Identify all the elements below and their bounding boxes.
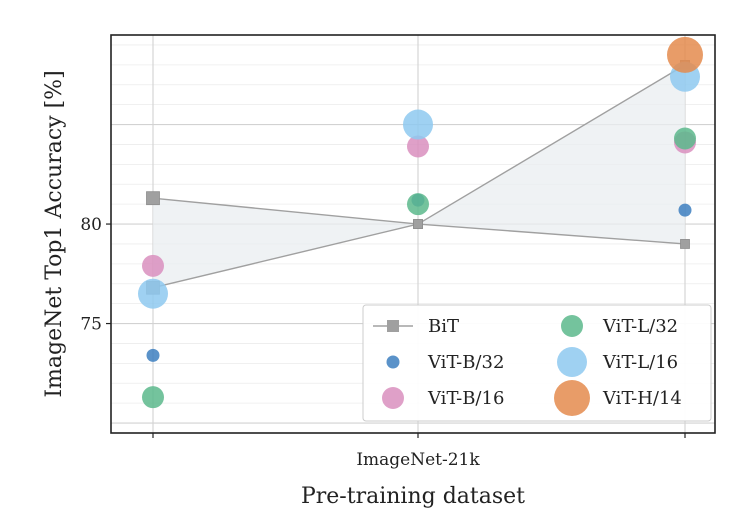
legend-label: ViT-B/16 (427, 388, 504, 409)
legend-label: ViT-B/32 (427, 352, 504, 373)
point-vit-h-14 (667, 36, 703, 73)
legend-label: BiT (428, 316, 459, 337)
x-axis-label: Pre-training dataset (301, 484, 525, 509)
point-vit-b-32 (678, 203, 692, 217)
legend-marker (557, 347, 587, 377)
point-bit (413, 219, 423, 229)
bit-shaded-band (153, 64, 685, 288)
point-vit-b-16 (407, 135, 429, 158)
legend-marker (386, 355, 400, 369)
legend-label: ViT-H/14 (602, 388, 682, 409)
point-vit-l-16 (403, 109, 433, 140)
legend-marker (382, 387, 404, 409)
point-vit-l-32 (674, 127, 696, 150)
scatter-points (138, 36, 703, 409)
legend-marker (561, 315, 583, 337)
legend-marker (554, 380, 590, 416)
point-vit-l-16 (138, 278, 168, 309)
legend-label: ViT-L/32 (602, 316, 678, 337)
point-vit-b-16 (142, 254, 164, 277)
legend-label: ViT-L/16 (602, 352, 678, 373)
y-tick-label: 80 (80, 215, 102, 235)
point-vit-b-32 (146, 348, 160, 362)
plot-frame (110, 34, 716, 434)
legend-box (362, 304, 712, 422)
point-vit-l-32 (142, 386, 164, 409)
y-tick-label: 75 (80, 315, 102, 335)
point-bit (146, 191, 160, 206)
point-bit (680, 239, 690, 249)
y-axis-label: ImageNet Top1 Accuracy [%] (42, 70, 67, 397)
axis-ticks: ImageNet-21k 75 80 (80, 215, 686, 470)
x-tick-label: ImageNet-21k (356, 450, 480, 470)
point-vit-l-32 (407, 193, 429, 216)
legend: BiT ViT-B/32 ViT-B/16 ViT-L/32 ViT-L/16 ViT-H… (362, 304, 712, 422)
legend-marker (387, 320, 399, 332)
